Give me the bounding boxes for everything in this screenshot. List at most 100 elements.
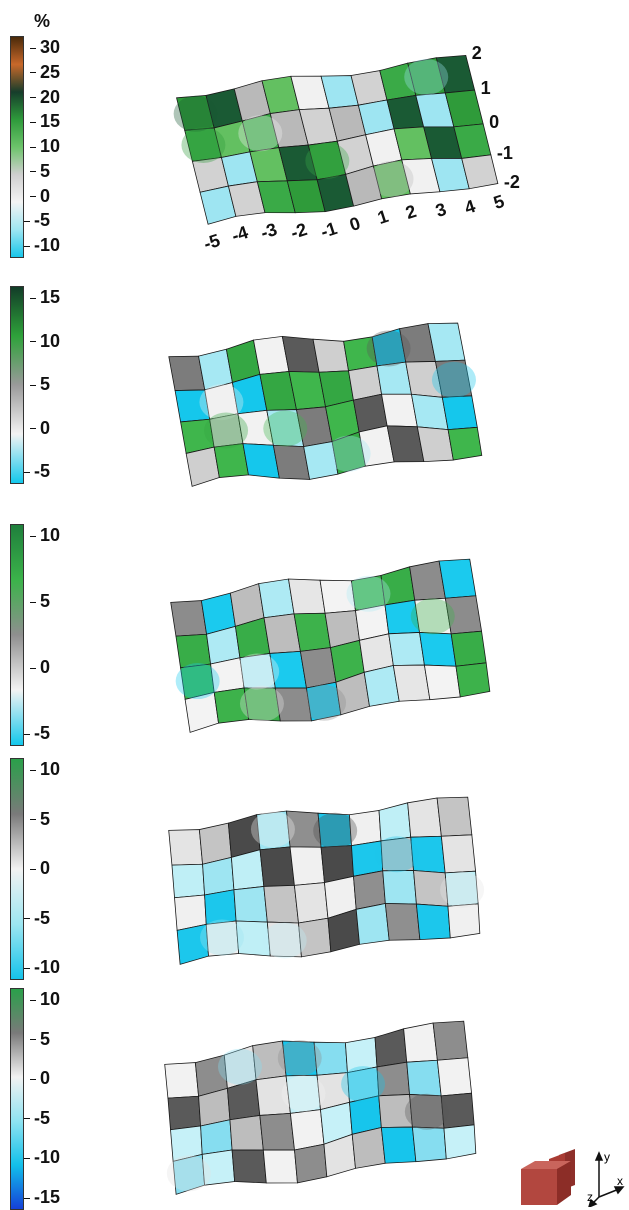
y-axis-tick-label: 0 bbox=[489, 111, 500, 132]
surface-cell bbox=[447, 426, 483, 461]
colorbar-5-tick-label: -10 bbox=[23, 1147, 61, 1168]
surface-cell bbox=[450, 630, 487, 667]
surface-cell bbox=[289, 846, 325, 886]
surface-cell bbox=[289, 1109, 325, 1151]
surface-panel-4 bbox=[168, 796, 485, 965]
surface-panel-1 bbox=[173, 54, 499, 225]
y-axis-tick-label: -2 bbox=[503, 171, 520, 192]
surface-cell bbox=[200, 1119, 233, 1155]
surface-cell bbox=[461, 154, 499, 190]
colorbar-3 bbox=[10, 524, 24, 746]
surface-cell bbox=[441, 395, 478, 431]
surface-cell bbox=[293, 612, 331, 652]
colorbar-1-tick-label: 30 bbox=[29, 37, 61, 57]
field-blob bbox=[431, 361, 476, 398]
surface-cell bbox=[423, 664, 461, 701]
surface-cell bbox=[374, 1028, 408, 1068]
surface-cell bbox=[258, 578, 295, 619]
surface-cell bbox=[168, 829, 204, 866]
surface-cell bbox=[378, 802, 412, 842]
surface-cell bbox=[175, 633, 212, 669]
colorbar-5-tick-label: 5 bbox=[29, 1028, 51, 1049]
surface-cell bbox=[411, 1126, 447, 1163]
field-blob bbox=[410, 598, 455, 635]
surface-cell bbox=[294, 1143, 328, 1184]
surface-cell bbox=[380, 1126, 417, 1164]
surface-cell bbox=[440, 834, 476, 874]
surface-cell bbox=[436, 1057, 472, 1097]
field-blob bbox=[217, 1048, 262, 1085]
colorbar-1-tick-label: -10 bbox=[23, 235, 61, 255]
colorbar-4 bbox=[10, 758, 24, 980]
surface-cell bbox=[438, 558, 477, 599]
colorbar-2-tick-label: 0 bbox=[29, 417, 51, 438]
field-blob bbox=[302, 684, 347, 721]
surface-panel-3 bbox=[170, 558, 491, 733]
field-blob bbox=[263, 410, 308, 447]
surface-cell bbox=[351, 1126, 386, 1169]
field-blob bbox=[262, 922, 307, 959]
colorbar-2-tick-label: 15 bbox=[29, 287, 61, 307]
surface-cell bbox=[299, 647, 337, 689]
colorbar-1-tick-label: -5 bbox=[23, 210, 51, 231]
surface-cell bbox=[416, 426, 454, 463]
colorbar-1-tick-label: 25 bbox=[29, 61, 61, 82]
field-blob bbox=[440, 871, 485, 908]
surface-cell bbox=[230, 849, 265, 891]
field-blob bbox=[369, 160, 414, 197]
field-blob bbox=[204, 412, 249, 449]
surface-cell bbox=[355, 903, 390, 945]
colorbar-1 bbox=[10, 36, 24, 258]
field-blob bbox=[346, 575, 391, 612]
surface-cell bbox=[419, 632, 457, 667]
field-blob bbox=[366, 330, 411, 367]
colorbar-1-tick-label: 10 bbox=[29, 136, 61, 156]
colorbar-4-tick-label: -5 bbox=[23, 907, 51, 928]
surface-cell bbox=[288, 578, 326, 615]
colorbar-5-tick-label: -5 bbox=[23, 1107, 51, 1128]
colorbar-4-tick-label: 10 bbox=[29, 759, 61, 779]
colorbar-1-tick-label: 0 bbox=[29, 185, 51, 206]
surface-cell bbox=[185, 446, 220, 487]
colorbar-3-tick-label: 0 bbox=[29, 657, 51, 677]
surface-cell bbox=[213, 443, 249, 478]
field-blob bbox=[235, 653, 280, 690]
field-blob bbox=[404, 1093, 449, 1130]
colorbar-4-tick-label: -10 bbox=[23, 957, 61, 977]
field-blob bbox=[281, 1075, 326, 1112]
colorbar-4-tick-label: 5 bbox=[29, 808, 51, 829]
surface-cell bbox=[384, 903, 421, 941]
surface-cell bbox=[363, 665, 400, 707]
orientation-cube-icon: y x z bbox=[521, 1149, 625, 1207]
field-blob bbox=[313, 812, 358, 849]
field-blob bbox=[326, 435, 371, 472]
surface-cell bbox=[170, 600, 208, 637]
cube-stack-icon bbox=[521, 1149, 575, 1205]
surface-cell bbox=[164, 1062, 200, 1099]
surface-cell bbox=[388, 632, 425, 666]
field-blob bbox=[277, 1039, 322, 1076]
field-blob bbox=[305, 142, 350, 179]
colorbar-3-tick-label: -5 bbox=[23, 723, 51, 743]
surface-cell bbox=[415, 903, 451, 941]
surface-cell bbox=[432, 1020, 469, 1061]
surface-cell bbox=[262, 1149, 298, 1184]
surface-cell bbox=[352, 393, 388, 433]
field-blob bbox=[238, 115, 283, 152]
surface-cell bbox=[436, 796, 473, 837]
field-blob bbox=[173, 95, 218, 132]
surface-cell bbox=[263, 884, 299, 924]
colorbar-4-tick-label: 0 bbox=[29, 858, 51, 878]
surface-cell bbox=[202, 856, 235, 896]
surface-cell bbox=[231, 1149, 267, 1184]
surface-cell bbox=[293, 882, 329, 924]
field-blob bbox=[341, 1066, 386, 1103]
field-blob bbox=[181, 127, 226, 164]
surface-cell bbox=[392, 664, 431, 702]
surface-cell bbox=[443, 1124, 477, 1160]
surface-cell bbox=[312, 338, 350, 373]
surface-cell bbox=[171, 863, 206, 899]
surface-cell bbox=[382, 870, 417, 905]
field-blob bbox=[374, 836, 419, 873]
